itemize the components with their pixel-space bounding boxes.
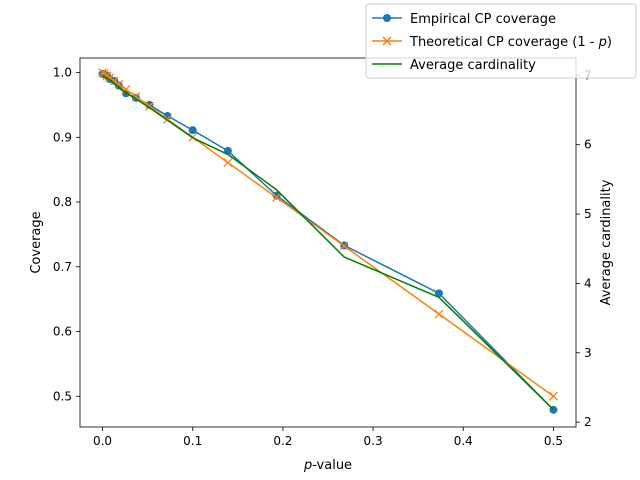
plot-frame [79,57,577,428]
legend-label-theoretical: Theoretical CP coverage (1 - p) [409,35,612,50]
point-theoretical-11 [223,158,233,168]
point-theoretical-15 [548,391,558,401]
point-theoretical-12 [272,193,282,202]
x-axis-label: p-value [303,458,352,473]
left-axis-label: Coverage [29,211,44,273]
x-tick-label-0: 0.0 [93,434,112,448]
point-theoretical-13 [339,241,349,251]
legend-entry-cardinality: Average cardinality [372,58,536,73]
right-axis-label: Average cardinality [599,179,614,305]
left-tick-label-3: 0.8 [53,195,72,209]
left-tick-label-2: 0.7 [53,260,72,274]
series-line-cardinality [102,74,554,411]
right-tick-label-1: 3 [584,346,592,360]
legend-entry-theoretical: Theoretical CP coverage (1 - p) [372,35,612,50]
point-theoretical-6 [121,84,131,94]
legend-entry-empirical: Empirical CP coverage [372,12,556,27]
point-empirical-10 [188,126,197,135]
x-axis-ticks: 0.0 0.1 0.2 0.3 0.4 0.5 [93,427,563,448]
x-tick-label-4: 0.4 [454,434,473,448]
series-layer [98,68,558,414]
left-tick-label-5: 1.0 [53,66,72,80]
right-tick-label-0: 2 [584,415,592,429]
point-theoretical-3 [105,73,115,83]
legend-marker-theoretical [382,36,392,46]
right-tick-label-4: 6 [584,138,592,152]
x-tick-label-1: 0.1 [183,434,202,448]
legend-label-empirical: Empirical CP coverage [410,12,556,27]
point-theoretical-7 [131,92,141,101]
legend-label-cardinality: Average cardinality [410,58,536,73]
legend: Empirical CP coverage Theoretical CP cov… [365,3,637,79]
point-theoretical-4 [109,76,119,86]
x-tick-label-5: 0.5 [544,434,563,448]
point-empirical-14 [434,289,443,298]
legend-box [365,3,637,79]
left-tick-label-0: 0.5 [53,389,72,403]
left-tick-label-4: 0.9 [53,130,72,144]
point-theoretical-5 [114,79,124,89]
left-axis-ticks: 0.5 0.6 0.7 0.8 0.9 1.0 [53,66,80,403]
left-tick-label-1: 0.6 [53,325,72,339]
x-tick-label-2: 0.2 [273,434,292,448]
right-axis-ticks: 234567 [576,68,592,429]
point-theoretical-14 [434,309,444,319]
right-tick-label-2: 4 [584,276,592,290]
right-tick-label-3: 5 [584,207,592,221]
legend-marker-empirical [383,14,391,22]
point-empirical-12 [272,191,281,200]
x-tick-label-3: 0.3 [364,434,383,448]
